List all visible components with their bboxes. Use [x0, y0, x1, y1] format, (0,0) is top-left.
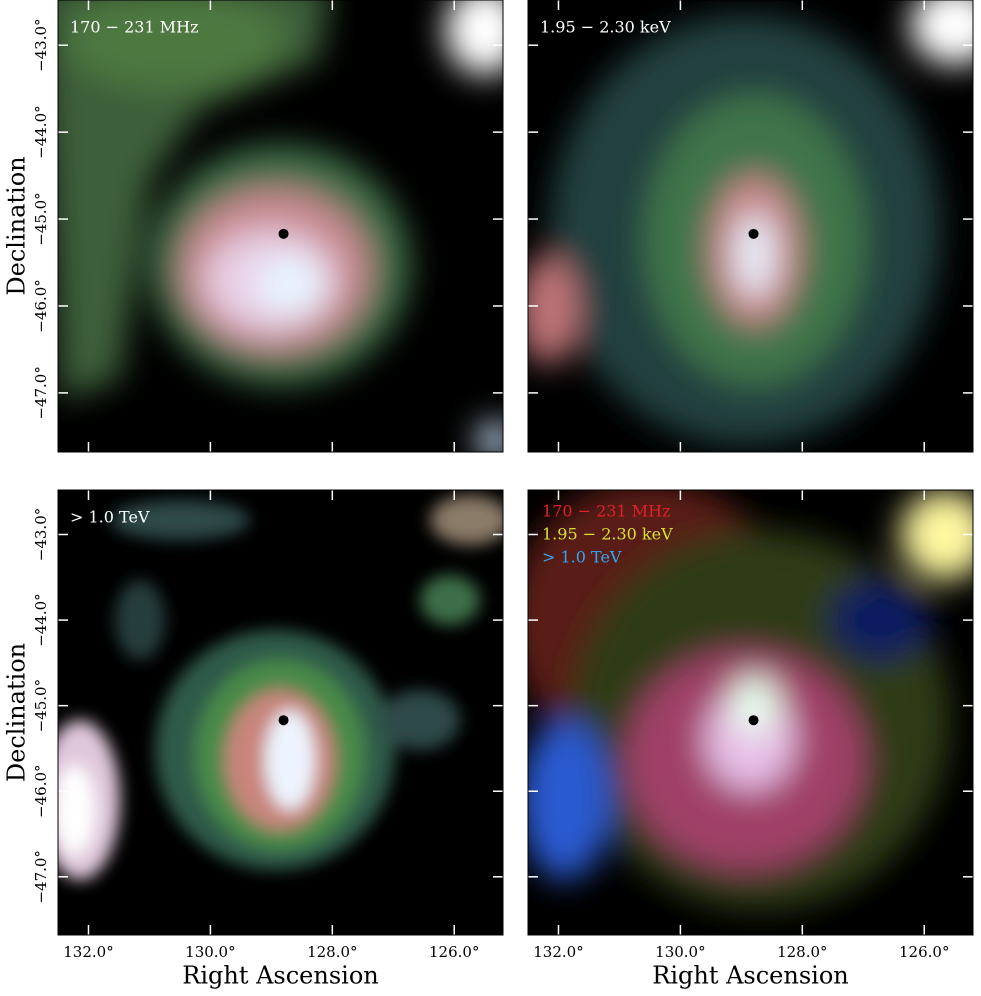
panel-frame: [57, 0, 504, 453]
y-tick-label: −47.0°: [32, 850, 50, 903]
y-tick-label: −45.0°: [32, 679, 50, 732]
x-tick-label: 128.0°: [777, 943, 827, 961]
y-tick-label: −46.0°: [32, 279, 50, 332]
tev-image: [58, 490, 503, 935]
x-tick-label: 126.0°: [899, 943, 949, 961]
x-tick-label: 132.0°: [533, 943, 583, 961]
legend-entry: 170 − 231 MHz: [542, 502, 671, 521]
x-axis-title: Right Ascension: [182, 962, 379, 990]
y-tick-label: −43.0°: [32, 508, 50, 561]
x-tick-label: 130.0°: [185, 943, 235, 961]
radio-image: [58, 0, 503, 452]
x-tick-label: 132.0°: [63, 943, 113, 961]
rgb-image: [528, 490, 973, 935]
panel-frame: [527, 0, 974, 453]
y-tick-label: −44.0°: [32, 105, 50, 158]
y-tick-label: −47.0°: [32, 366, 50, 419]
legend-entry: > 1.0 TeV: [542, 548, 622, 567]
x-tick-label: 130.0°: [655, 943, 705, 961]
source-marker: [278, 228, 289, 239]
x-axis-title: Right Ascension: [652, 962, 849, 990]
y-tick-label: −43.0°: [32, 18, 50, 71]
source-marker: [278, 715, 289, 726]
x-tick-label: 128.0°: [307, 943, 357, 961]
panel-label: 1.95 − 2.30 keV: [540, 18, 671, 37]
y-axis-title: Declination: [3, 643, 31, 782]
y-tick-label: −45.0°: [32, 192, 50, 245]
panel-frame: [527, 489, 974, 936]
panel-label: 170 − 231 MHz: [70, 18, 199, 37]
panel-frame: [57, 489, 504, 936]
y-tick-label: −44.0°: [32, 593, 50, 646]
legend-entry: 1.95 − 2.30 keV: [542, 525, 673, 544]
x-tick-label: 126.0°: [429, 943, 479, 961]
xray-image: [528, 0, 973, 452]
y-tick-label: −46.0°: [32, 764, 50, 817]
source-marker: [748, 715, 759, 726]
source-marker: [748, 228, 759, 239]
y-axis-title: Declination: [3, 156, 31, 295]
panel-label: > 1.0 TeV: [70, 508, 150, 527]
